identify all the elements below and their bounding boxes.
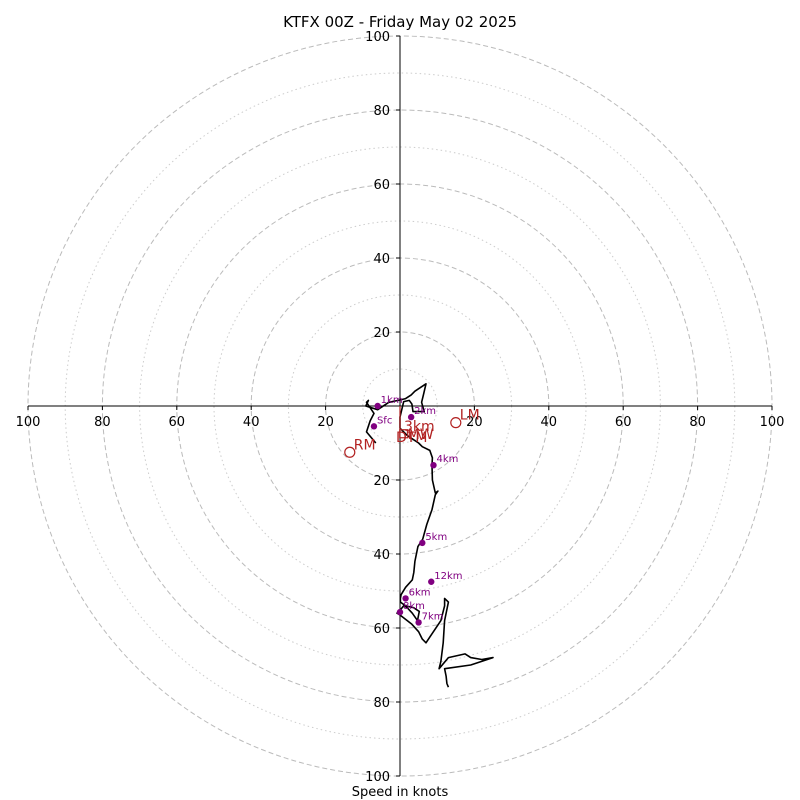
height-label: 12km xyxy=(434,571,462,582)
height-label: 7km xyxy=(422,611,444,622)
height-dot xyxy=(396,608,404,616)
x-axis-label: Speed in knots xyxy=(352,785,449,800)
y-tick-labels: 100 80 60 40 20 20 40 60 80 100 xyxy=(365,30,400,785)
x-tick-label: 20 xyxy=(317,415,334,430)
y-tick-label: 100 xyxy=(365,770,390,785)
storm-motion-lm: LM xyxy=(450,408,480,429)
storm-motion-label: MW xyxy=(408,427,434,443)
annotation-3km: 3km xyxy=(404,419,435,435)
y-tick-label: 40 xyxy=(373,252,390,267)
height-label: 5km xyxy=(425,532,447,543)
height-marker-4km: 4km xyxy=(430,454,458,469)
chart-title: KTFX 00Z - Friday May 02 2025 xyxy=(283,13,517,31)
x-tick-label: 40 xyxy=(243,415,260,430)
y-tick-label: 20 xyxy=(373,326,390,341)
height-marker-1km: 1km xyxy=(374,395,403,410)
annotation-dtm: DTM xyxy=(396,430,427,446)
height-dot xyxy=(428,578,435,585)
height-dot xyxy=(419,539,426,547)
height-dot xyxy=(407,413,415,421)
y-tick-label: 20 xyxy=(373,474,390,489)
height-label: 8km xyxy=(403,601,425,612)
x-tick-label: 80 xyxy=(689,415,706,430)
y-tick-label: 100 xyxy=(365,30,390,45)
height-label: 6km xyxy=(409,587,431,598)
y-tick-label: 80 xyxy=(373,696,390,711)
height-dot xyxy=(402,595,409,602)
height-dot xyxy=(415,619,422,626)
x-tick-label: 60 xyxy=(169,415,186,430)
height-marker-5km: 5km xyxy=(419,532,447,547)
height-label: 2km xyxy=(414,406,436,417)
height-dot xyxy=(430,462,437,469)
height-marker-8km: 8km xyxy=(396,601,425,616)
height-label: Sfc xyxy=(377,415,392,426)
height-marker-7km: 7km xyxy=(415,611,444,626)
height-marker-2km: 2km xyxy=(407,406,436,421)
height-dot xyxy=(374,402,381,410)
hodograph-trace xyxy=(364,382,494,688)
mean-wind-square xyxy=(399,429,409,439)
x-tick-label: 60 xyxy=(615,415,632,430)
height-dot xyxy=(370,423,378,430)
storm-motion-markers: RM LM MW xyxy=(344,406,480,458)
y-tick-label: 60 xyxy=(373,178,390,193)
storm-motion-mw: MW xyxy=(399,427,434,443)
storm-motion-label: LM xyxy=(460,408,480,424)
y-tick-label: 40 xyxy=(373,548,390,563)
x-tick-label: 100 xyxy=(760,415,785,430)
y-tick-label: 60 xyxy=(373,622,390,637)
x-tick-label: 80 xyxy=(94,415,111,430)
x-tick-label: 20 xyxy=(466,415,483,430)
height-marker-sfc: Sfc xyxy=(370,415,392,430)
hodograph-line xyxy=(364,382,494,688)
storm-motion-rm: RM xyxy=(344,437,376,458)
x-tick-labels: 100 80 60 40 20 20 40 60 80 100 xyxy=(16,406,785,430)
storm-motion-circle xyxy=(450,417,462,429)
x-tick-label: 40 xyxy=(541,415,558,430)
height-marker-6km: 6km xyxy=(402,587,431,602)
storm-motion-circle xyxy=(344,446,356,458)
height-marker-12km: 12km xyxy=(428,571,463,585)
x-tick-label: 100 xyxy=(16,415,41,430)
height-label: 4km xyxy=(436,454,458,465)
storm-motion-label: RM xyxy=(354,437,376,453)
height-label: 1km xyxy=(381,395,403,406)
y-tick-label: 80 xyxy=(373,104,390,119)
